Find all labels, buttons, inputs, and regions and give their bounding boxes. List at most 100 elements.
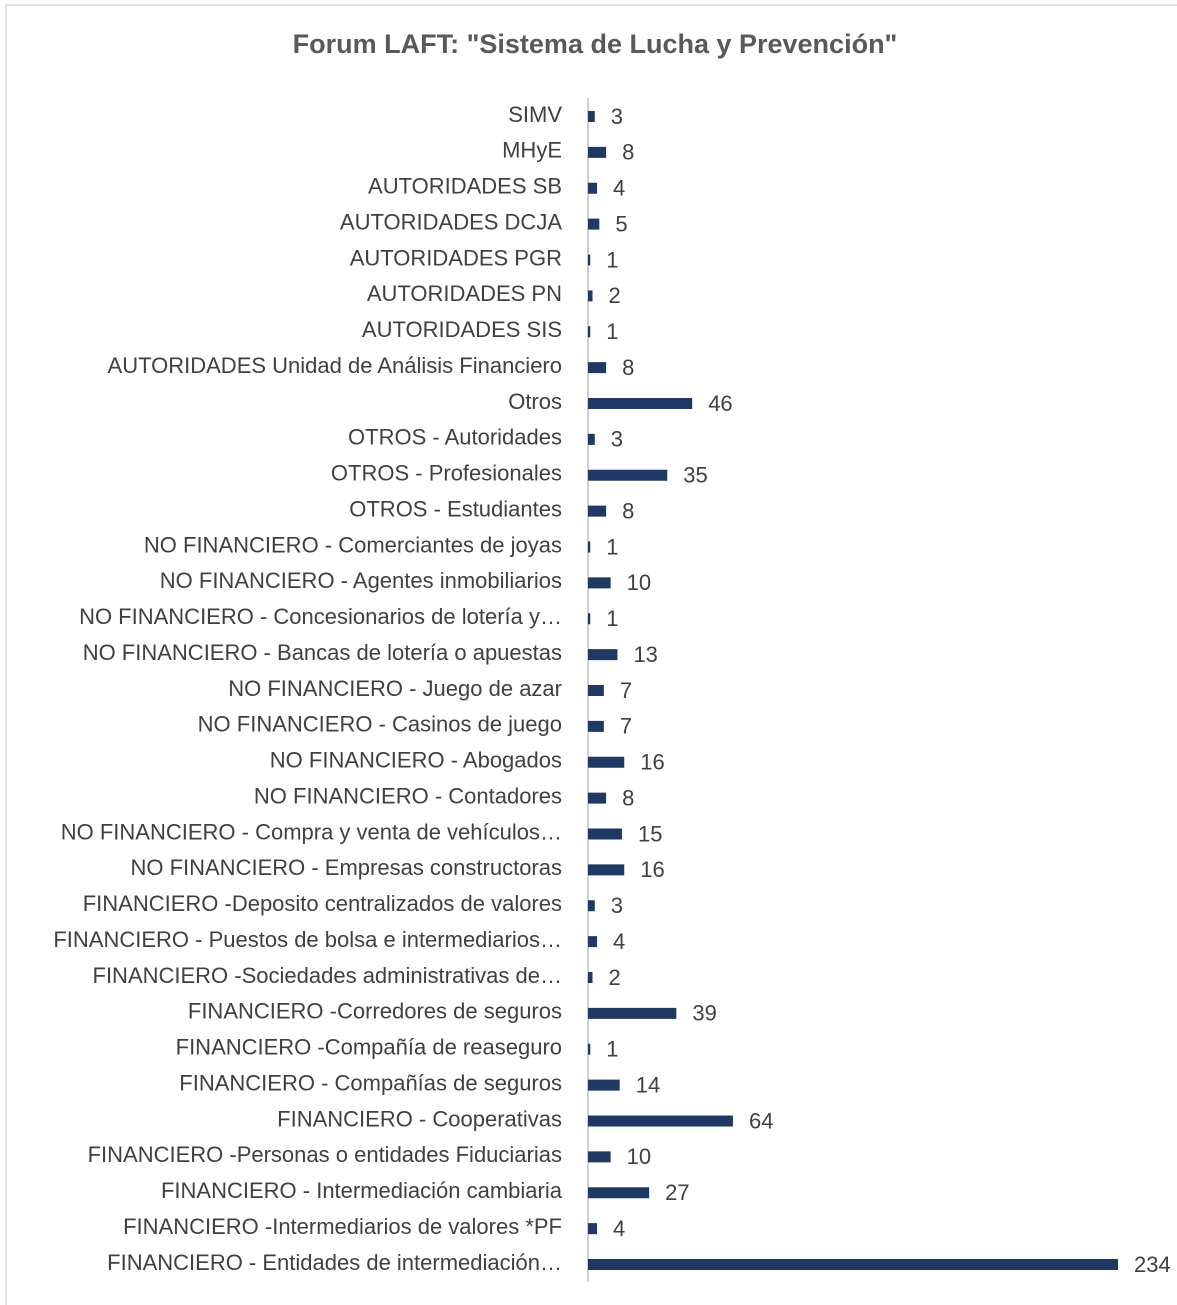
chart-title: Forum LAFT: "Sistema de Lucha y Prevenci… (293, 29, 898, 59)
value-label: 10 (627, 1144, 651, 1169)
category-label: FINANCIERO -Corredores de seguros (188, 999, 562, 1024)
bar (588, 541, 591, 553)
category-label: MHyE (502, 138, 562, 163)
category-label: FINANCIERO - Compañías de seguros (179, 1070, 562, 1095)
bar (588, 756, 625, 768)
category-label: FINANCIERO - Entidades de intermediación… (107, 1250, 562, 1275)
category-label: NO FINANCIERO - Abogados (270, 748, 562, 773)
bar (588, 1115, 733, 1127)
bar (588, 433, 595, 445)
bar (588, 864, 625, 876)
category-label: FINANCIERO - Cooperativas (277, 1106, 562, 1131)
bar (588, 1259, 1118, 1270)
category-label: AUTORIDADES PN (367, 281, 562, 306)
value-label: 27 (665, 1180, 689, 1205)
value-label: 16 (640, 750, 664, 775)
category-label: NO FINANCIERO - Comerciantes de joyas (144, 532, 562, 557)
value-label: 2 (609, 965, 621, 990)
bar (588, 828, 622, 840)
value-label: 14 (636, 1072, 660, 1097)
category-label: NO FINANCIERO - Bancas de lotería o apue… (83, 640, 562, 665)
value-label: 8 (622, 498, 634, 523)
value-label: 16 (640, 857, 664, 882)
value-label: 1 (606, 247, 618, 272)
value-label: 1 (606, 606, 618, 631)
value-label: 10 (627, 570, 651, 595)
bar (588, 972, 593, 983)
value-label: 1 (606, 1037, 618, 1062)
value-label: 2 (609, 283, 621, 308)
category-label: FINANCIERO -Deposito centralizados de va… (83, 891, 562, 916)
category-label: FINANCIERO -Personas o entidades Fiducia… (88, 1142, 562, 1167)
chart-border (5, 4, 1177, 1305)
category-label: OTROS - Estudiantes (349, 496, 562, 521)
bar (588, 577, 611, 589)
value-label: 3 (611, 427, 623, 452)
category-label: FINANCIERO - Puestos de bolsa e intermed… (53, 927, 562, 952)
category-label: AUTORIDADES SIS (362, 317, 562, 342)
category-label: OTROS - Autoridades (348, 425, 562, 450)
bar (588, 182, 598, 194)
category-label: AUTORIDADES DCJA (340, 209, 562, 234)
bar (588, 1079, 620, 1091)
value-label: 64 (749, 1108, 773, 1133)
category-label: SIMV (508, 102, 562, 127)
bar (588, 1007, 677, 1019)
value-label: 8 (622, 140, 634, 165)
category-label: NO FINANCIERO - Compra y venta de vehícu… (61, 819, 562, 844)
value-label: 5 (615, 211, 627, 236)
value-label: 1 (606, 534, 618, 559)
category-label: NO FINANCIERO - Casinos de juego (198, 712, 562, 737)
value-label: 7 (620, 714, 632, 739)
bar (588, 1043, 591, 1055)
category-label: NO FINANCIERO - Juego de azar (228, 676, 562, 701)
bar (588, 362, 607, 374)
bar (588, 685, 604, 696)
bar (588, 1151, 611, 1163)
bar (588, 1187, 650, 1199)
bar (588, 936, 598, 948)
category-label: AUTORIDADES SB (368, 174, 562, 199)
value-label: 4 (613, 1216, 625, 1241)
category-label: NO FINANCIERO - Agentes inmobiliarios (160, 568, 562, 593)
category-label: FINANCIERO -Compañía de reaseguro (176, 1035, 562, 1060)
value-label: 1 (606, 319, 618, 344)
bar (588, 398, 693, 409)
value-label: 7 (620, 678, 632, 703)
value-label: 35 (683, 463, 707, 488)
category-label: NO FINANCIERO - Contadores (254, 783, 562, 808)
value-label: 4 (613, 176, 625, 201)
value-label: 8 (622, 785, 634, 810)
category-label: FINANCIERO -Sociedades administrativas d… (93, 963, 563, 988)
value-label: 234 (1134, 1252, 1171, 1277)
value-label: 15 (638, 821, 662, 846)
value-label: 3 (611, 104, 623, 129)
bar (588, 613, 591, 625)
value-label: 13 (633, 642, 657, 667)
bar (588, 326, 591, 338)
category-label: AUTORIDADES PGR (350, 245, 562, 270)
category-label: FINANCIERO -Intermediarios de valores *P… (123, 1214, 562, 1239)
bar (588, 218, 600, 230)
bar (588, 505, 607, 517)
value-label: 3 (611, 893, 623, 918)
value-label: 46 (708, 391, 732, 416)
category-label: NO FINANCIERO - Concesionarios de loterí… (79, 604, 562, 629)
bar (588, 146, 607, 158)
category-label: FINANCIERO - Intermediación cambiaria (161, 1178, 563, 1203)
value-label: 8 (622, 355, 634, 380)
bar (588, 900, 595, 912)
bar (588, 469, 668, 481)
bar (588, 111, 595, 122)
bar (588, 290, 593, 302)
value-label: 4 (613, 929, 625, 954)
bar (588, 254, 591, 266)
category-label: OTROS - Profesionales (331, 461, 562, 486)
bar (588, 1223, 598, 1235)
bar (588, 649, 618, 661)
value-label: 39 (692, 1001, 716, 1026)
category-label: Otros (508, 389, 562, 414)
category-label: AUTORIDADES Unidad de Análisis Financier… (108, 353, 562, 378)
bar (588, 720, 604, 732)
